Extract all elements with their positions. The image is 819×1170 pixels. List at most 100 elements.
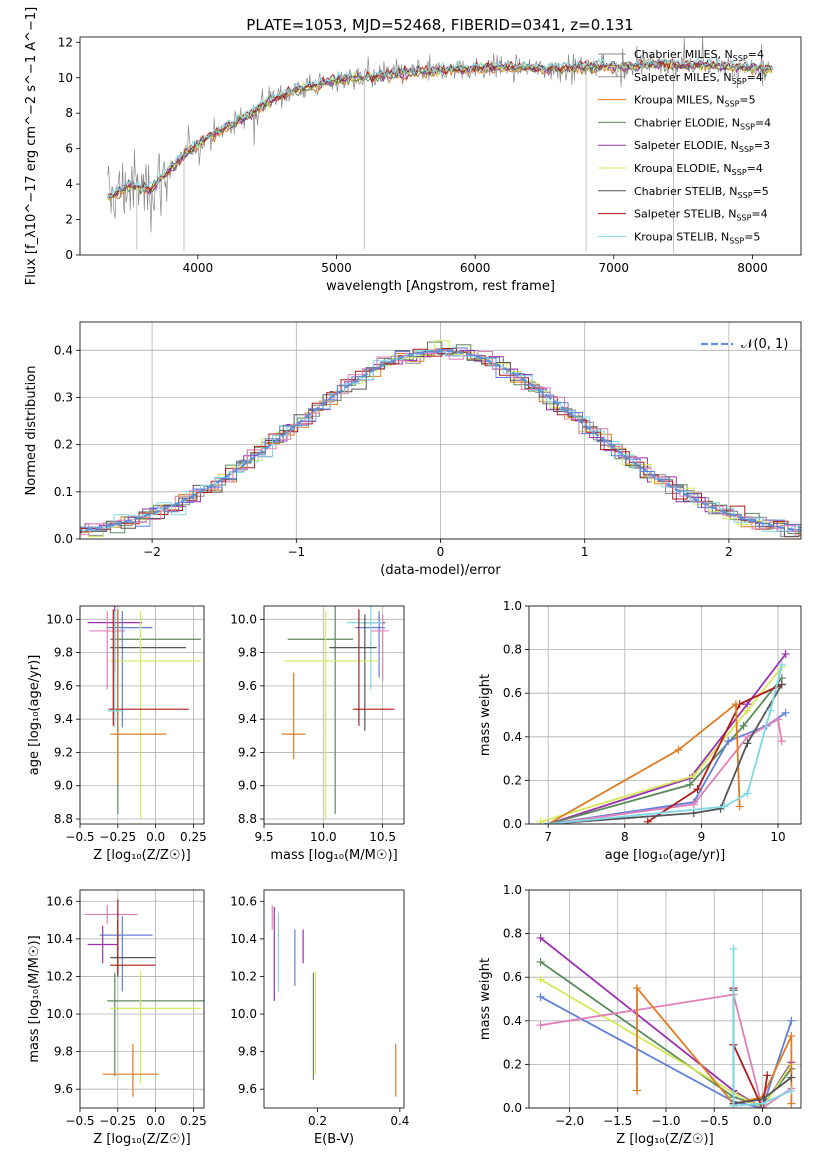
weight-series-line: [547, 653, 787, 824]
weight-marker: [766, 706, 775, 715]
residuals-xtick-label: 0: [437, 545, 445, 559]
legend-label: Kroupa ELODIE, N: [634, 162, 732, 175]
normal-curve: [80, 349, 801, 532]
mass-age-plot-area: [281, 606, 395, 820]
residuals-xlabel: (data-model)/error: [380, 563, 501, 578]
weight-marker: [536, 817, 545, 824]
weight-series-line: [636, 985, 793, 1105]
age-weight-ylabel: mass weight: [478, 674, 493, 756]
legend-count: =5: [753, 185, 769, 198]
z-weight-xtick-label: −1.0: [651, 1114, 680, 1128]
spectrum-xtick-label: 7000: [599, 261, 630, 275]
mass-age-ytick-label: 9.6: [238, 679, 257, 693]
weight-marker: [536, 933, 545, 942]
z-mass-xtick-label: 0.25: [180, 1114, 207, 1128]
errorbar-point: [110, 610, 201, 820]
spectrum-ytick-label: 0: [65, 248, 73, 262]
errorbar-point: [110, 899, 156, 975]
weight-marker: [674, 745, 683, 754]
age-weight-xtick-label: 10: [770, 830, 785, 844]
age-weight-panel: 7 8 9 10 0.0 0.2 0.4 0.6 0.8 1.0 age [log₁₀(age/yr…: [478, 599, 802, 863]
weight-marker: [777, 737, 786, 746]
weight-marker: [724, 737, 733, 746]
weight-marker: [743, 706, 752, 715]
z-age-ytick-label: 9.2: [54, 745, 73, 759]
age-weight-ytick-label: 0.0: [503, 817, 522, 831]
z-weight-panel: −2.0 −1.5 −1.0 −0.5 0.0 0.0 0.2 0.4 0.6 0.8 1.0 Z […: [478, 883, 802, 1147]
weight-marker: [787, 1073, 796, 1082]
mass-age-xlabel: mass [log₁₀(M/M☉)]: [270, 848, 397, 863]
legend-count: =3: [754, 139, 770, 152]
z-mass-xtick-label: 0.0: [146, 1114, 165, 1128]
weight-marker: [763, 1071, 772, 1080]
legend-subscript: SSP: [732, 77, 747, 86]
age-weight-plot-area: [536, 649, 790, 824]
weight-marker: [787, 1032, 796, 1041]
z-mass-ytick-label: 9.6: [54, 1082, 73, 1096]
z-weight-frame: [528, 889, 802, 1109]
spectrum-ytick-label: 10: [58, 71, 73, 85]
errorbar-point: [329, 614, 377, 731]
errorbar-point: [281, 672, 306, 760]
weight-marker: [735, 802, 744, 811]
z-weight-xlabel: Z [log₁₀(Z/Z☉)]: [616, 1132, 713, 1147]
mass-age-ytick-label: 10.0: [230, 612, 257, 626]
z-age-xlabel: Z [log₁₀(Z/Z☉)]: [93, 848, 190, 863]
weight-marker: [731, 700, 740, 709]
residuals-ytick-label: 0.2: [54, 438, 73, 452]
weight-marker: [720, 802, 729, 811]
legend-count: =5: [739, 94, 755, 107]
weight-marker: [774, 715, 783, 724]
weight-marker: [536, 957, 545, 966]
age-weight-ytick-label: 0.4: [503, 730, 522, 744]
residuals-ytick-label: 0.1: [54, 485, 73, 499]
errorbar-point: [102, 1044, 159, 1097]
spectrum-ytick-label: 6: [65, 142, 73, 156]
errorbar-point: [110, 609, 167, 785]
z-weight-ytick-label: 0.0: [503, 1101, 522, 1115]
errorbar-point: [108, 609, 189, 726]
weight-marker: [758, 1099, 767, 1108]
ebv-mass-xlabel: E(B-V): [314, 1132, 354, 1147]
legend-count: =5: [744, 230, 760, 243]
age-weight-xtick-label: 7: [544, 830, 552, 844]
legend-subscript: SSP: [739, 145, 754, 154]
z-weight-ytick-label: 0.6: [503, 970, 522, 984]
age-weight-xtick-label: 8: [621, 830, 629, 844]
ebv-mass-ytick-label: 10.6: [230, 894, 257, 908]
legend-entry: Kroupa ELODIE, NSSP=4: [634, 162, 763, 177]
legend-entry: Salpeter STELIB, NSSP=4: [634, 208, 768, 223]
legend-count: =4: [748, 48, 764, 61]
mass-age-ytick-label: 9.0: [238, 779, 257, 793]
z-age-xtick-label: 0.25: [180, 830, 207, 844]
residuals-ytick-label: 0.3: [54, 390, 73, 404]
residuals-ytick-label: 0.0: [54, 532, 73, 546]
mass-age-xtick-label: 10.0: [310, 830, 337, 844]
weight-marker: [787, 1086, 796, 1095]
z-mass-ylabel: mass [log₁₀(M/M☉)]: [27, 935, 42, 1062]
errorbar-point: [107, 972, 204, 1077]
z-weight-ytick-label: 0.8: [503, 927, 522, 941]
legend-entry: Chabrier STELIB, NSSP=5: [634, 185, 769, 200]
spectrum-ylabel: Flux [f_λ10^−17 erg cm^−2 s^−1 A^−1]: [24, 7, 39, 285]
errorbar-point: [352, 609, 395, 726]
z-weight-ylabel: mass weight: [478, 958, 493, 1040]
mass-age-panel: 9.5 10.0 10.5 8.8 9.0 9.2 9.4 9.6 9.8 10.0 mass [l…: [230, 605, 405, 863]
weight-marker: [777, 660, 786, 669]
weight-marker: [743, 739, 752, 748]
residuals-ytick-label: 0.4: [54, 343, 73, 357]
residuals-xtick-label: 2: [725, 545, 733, 559]
z-age-panel: −0.5 −0.25 0.0 0.25 8.8 9.0 9.2 9.4 9.6 9.8 10.0 Z …: [27, 605, 207, 863]
legend-count: =4: [755, 116, 771, 129]
z-age-plot-area: [87, 606, 201, 820]
errorbar-point: [87, 925, 118, 964]
ebv-mass-ytick-label: 10.2: [230, 969, 257, 983]
spectrum-frame: [79, 36, 802, 256]
z-mass-ytick-label: 10.0: [46, 1007, 73, 1021]
z-weight-plot-area: [536, 933, 796, 1108]
ebv-mass-ytick-label: 9.8: [238, 1045, 257, 1059]
spectrum-xtick-label: 5000: [321, 261, 352, 275]
errorbar-point: [287, 606, 353, 815]
spectrum-ytick-label: 2: [65, 213, 73, 227]
z-age-xtick-label: −0.25: [99, 830, 136, 844]
